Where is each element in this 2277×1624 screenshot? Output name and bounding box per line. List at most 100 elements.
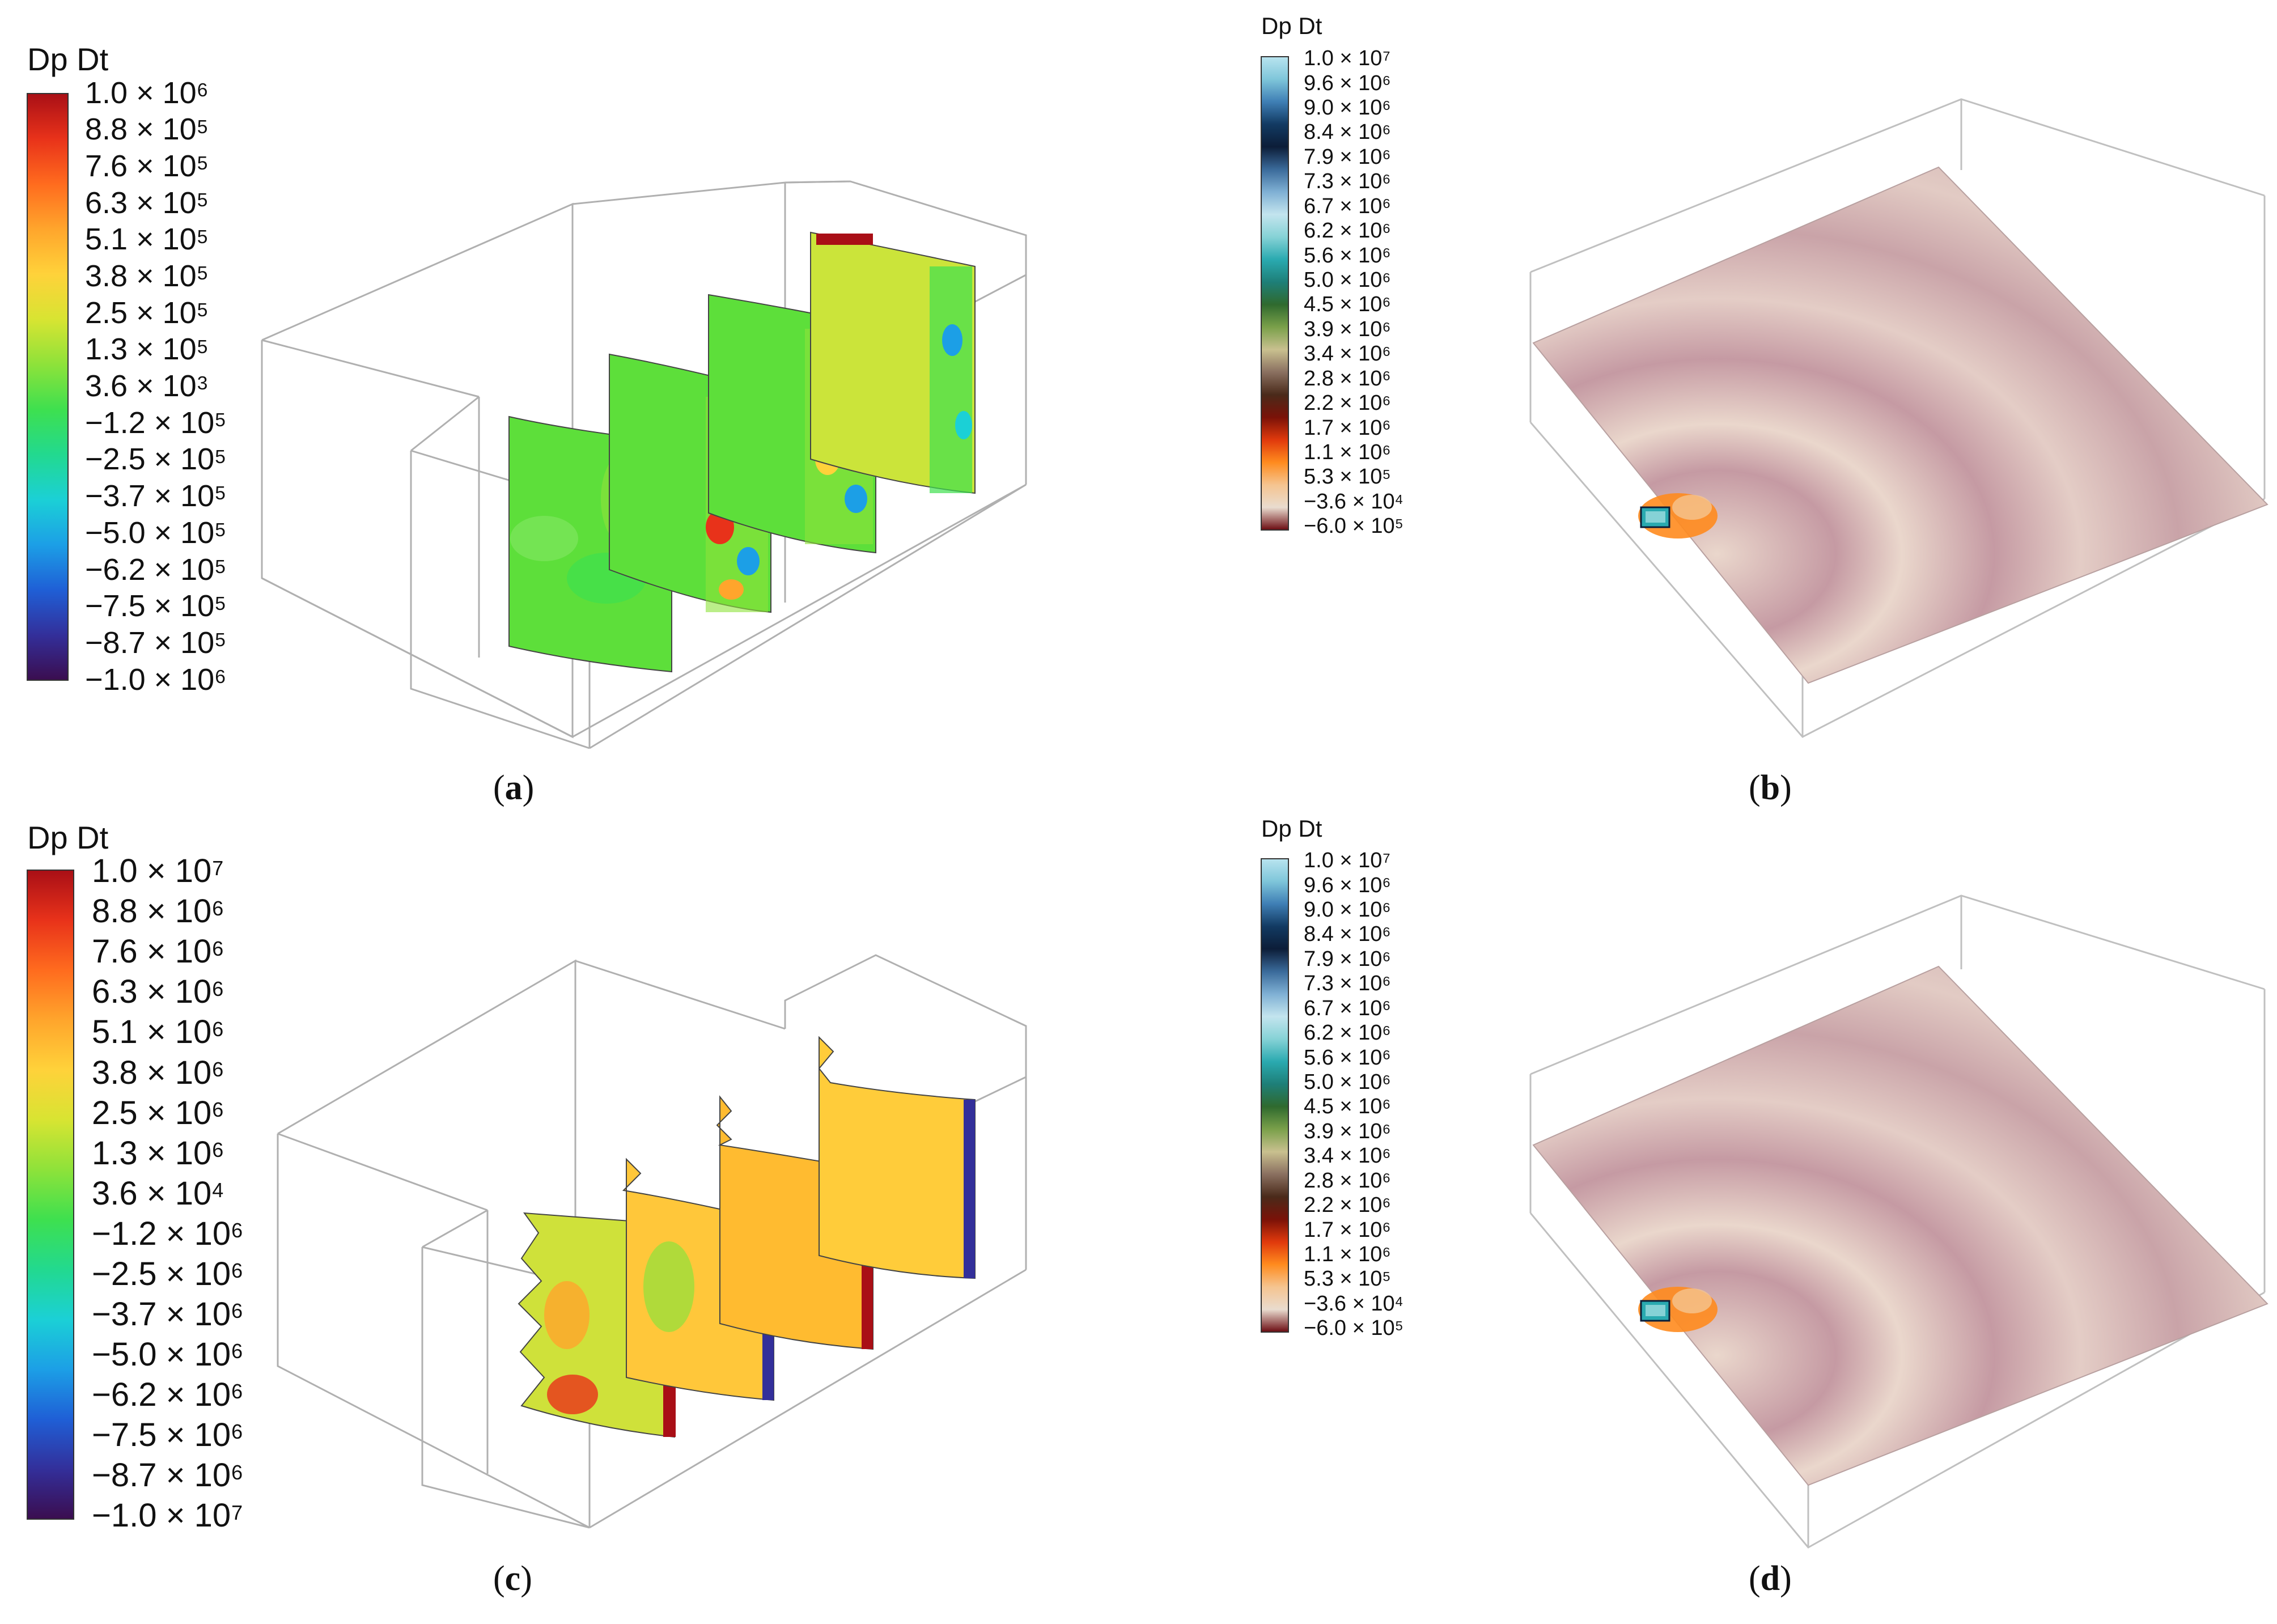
colorbar-tick-label: 3.9 × 106 xyxy=(1304,317,1390,341)
colorbar-tick-label: 7.9 × 106 xyxy=(1304,145,1390,169)
colorbar-tick-label: 5.6 × 106 xyxy=(1304,243,1390,268)
subfigure-caption: (c) xyxy=(493,1559,532,1598)
colorbar-tick-label: 5.1 × 105 xyxy=(85,222,208,257)
colorbar-tick-label: 1.1 × 106 xyxy=(1304,1242,1390,1266)
colorbar-tick-label: 4.5 × 106 xyxy=(1304,292,1390,317)
colorbar-tick-label: −2.5 × 106 xyxy=(92,1255,243,1292)
colorbar-tick-label: −8.7 × 105 xyxy=(85,625,226,660)
colorbar-tick-label: −3.6 × 104 xyxy=(1304,489,1403,514)
colorbar-tick-label: 2.5 × 106 xyxy=(92,1094,224,1131)
colorbar-tick-label: −7.5 × 106 xyxy=(92,1417,243,1454)
colorbar-tick-label: 8.4 × 106 xyxy=(1304,922,1390,947)
colorbar-tick-label: −6.2 × 105 xyxy=(85,552,226,587)
colorbar-d xyxy=(1261,858,1289,1333)
colorbar-tick-label: −1.0 × 106 xyxy=(85,662,226,697)
colorbar-tick-label: 2.8 × 106 xyxy=(1304,1168,1390,1193)
colorbar-tick-label: 1.0 × 107 xyxy=(1304,849,1390,873)
colorbar-tick-label: 3.9 × 106 xyxy=(1304,1119,1390,1143)
colorbar-tick-label: −1.2 × 106 xyxy=(92,1215,243,1252)
colorbar-b xyxy=(1261,56,1289,531)
colorbar-tick-label: −6.2 × 106 xyxy=(92,1376,243,1413)
colorbar-title: Dp Dt xyxy=(27,41,109,77)
colorbar-tick-label: 9.0 × 106 xyxy=(1304,96,1390,120)
colorbar-tick-label: 4.5 × 106 xyxy=(1304,1095,1390,1119)
colorbar-tick-label: −6.0 × 105 xyxy=(1304,1316,1403,1341)
colorbar-tick-label: 9.6 × 106 xyxy=(1304,873,1390,897)
blade-slice-4 xyxy=(810,231,976,494)
subfigure-caption: (d) xyxy=(1749,1559,1792,1598)
domain-3d-a xyxy=(261,180,1027,749)
domain-3d-b xyxy=(1529,98,2268,738)
colorbar-tick-label: 5.1 × 106 xyxy=(92,1014,224,1051)
colorbar-tick-label: 1.1 × 106 xyxy=(1304,440,1390,464)
colorbar-tick-label: 6.2 × 106 xyxy=(1304,219,1390,243)
colorbar-tick-label: −5.0 × 105 xyxy=(85,515,226,550)
colorbar-tick-label: −3.6 × 104 xyxy=(1304,1291,1403,1316)
colorbar-tick-label: −5.0 × 106 xyxy=(92,1335,243,1373)
panel-a: Dp Dt xyxy=(0,0,1134,807)
colorbar-tick-label: −3.7 × 105 xyxy=(85,479,226,514)
colorbar-title: Dp Dt xyxy=(1261,12,1322,39)
colorbar-tick-label: 1.3 × 105 xyxy=(85,332,208,367)
panel-d: Dp Dt xyxy=(1134,805,2277,1624)
colorbar-tick-label: 7.6 × 105 xyxy=(85,149,208,183)
colorbar-title: Dp Dt xyxy=(27,820,109,855)
blade-slice-4 xyxy=(818,1036,976,1279)
colorbar-tick-label: 3.8 × 105 xyxy=(85,259,208,294)
colorbar-tick-label: 3.4 × 106 xyxy=(1304,342,1390,366)
colorbar-tick-label: 2.5 × 105 xyxy=(85,295,208,330)
subfigure-caption: (a) xyxy=(493,769,535,807)
colorbar-tick-label: 1.0 × 107 xyxy=(92,853,224,890)
colorbar-gradient xyxy=(27,870,74,1520)
colorbar-tick-label: 8.4 × 106 xyxy=(1304,120,1390,145)
colorbar-tick-label: 6.7 × 106 xyxy=(1304,996,1390,1020)
subfigure-caption: (b) xyxy=(1749,769,1792,807)
colorbar-tick-label: 5.0 × 106 xyxy=(1304,268,1390,292)
panel-c: Dp Dt xyxy=(0,805,1134,1624)
midplane-slice xyxy=(1532,166,2268,684)
colorbar-tick-label: 9.0 × 106 xyxy=(1304,898,1390,922)
colorbar-gradient xyxy=(1261,858,1289,1333)
colorbar-c xyxy=(27,870,74,1520)
colorbar-tick-label: 3.8 × 106 xyxy=(92,1054,224,1091)
colorbar-tick-label: −1.0 × 107 xyxy=(92,1497,243,1534)
colorbar-tick-label: 6.7 × 106 xyxy=(1304,194,1390,218)
colorbar-tick-label: 3.4 × 106 xyxy=(1304,1144,1390,1168)
colorbar-tick-label: −1.2 × 105 xyxy=(85,405,226,440)
domain-3d-c xyxy=(277,954,1027,1529)
colorbar-a xyxy=(27,93,69,681)
colorbar-tick-label: 9.6 × 106 xyxy=(1304,71,1390,95)
colorbar-tick-label: 2.2 × 106 xyxy=(1304,1193,1390,1218)
colorbar-tick-label: 8.8 × 106 xyxy=(92,893,224,930)
colorbar-tick-label: 5.3 × 105 xyxy=(1304,1267,1390,1291)
colorbar-tick-label: 5.3 × 105 xyxy=(1304,465,1390,489)
colorbar-gradient xyxy=(27,93,69,681)
colorbar-tick-label: 2.8 × 106 xyxy=(1304,366,1390,391)
colorbar-tick-label: 2.2 × 106 xyxy=(1304,391,1390,415)
colorbar-tick-label: −6.0 × 105 xyxy=(1304,514,1403,538)
colorbar-tick-label: 5.0 × 106 xyxy=(1304,1070,1390,1094)
colorbar-tick-label: 1.0 × 106 xyxy=(85,75,208,110)
colorbar-gradient xyxy=(1261,56,1289,531)
colorbar-tick-label: 7.9 × 106 xyxy=(1304,947,1390,971)
colorbar-tick-label: 1.0 × 107 xyxy=(1304,46,1390,71)
colorbar-tick-label: 3.6 × 104 xyxy=(92,1174,224,1212)
colorbar-tick-label: 7.3 × 106 xyxy=(1304,972,1390,996)
source-blades xyxy=(1638,493,1718,538)
colorbar-tick-label: −3.7 × 106 xyxy=(92,1295,243,1333)
colorbar-tick-label: 6.3 × 106 xyxy=(92,973,224,1011)
colorbar-tick-label: 6.2 × 106 xyxy=(1304,1021,1390,1045)
colorbar-title: Dp Dt xyxy=(1261,815,1322,842)
colorbar-tick-label: 1.3 × 106 xyxy=(92,1134,224,1172)
colorbar-tick-label: 7.3 × 106 xyxy=(1304,169,1390,194)
colorbar-tick-label: 3.6 × 103 xyxy=(85,369,208,404)
colorbar-tick-label: 8.8 × 105 xyxy=(85,112,208,147)
colorbar-tick-label: −2.5 × 105 xyxy=(85,442,226,477)
domain-3d-d xyxy=(1529,894,2268,1549)
colorbar-tick-label: 5.6 × 106 xyxy=(1304,1045,1390,1070)
colorbar-tick-label: −7.5 × 105 xyxy=(85,589,226,624)
source-blades xyxy=(1638,1287,1718,1332)
colorbar-tick-label: 1.7 × 106 xyxy=(1304,1218,1390,1242)
colorbar-tick-label: 6.3 × 105 xyxy=(85,185,208,220)
